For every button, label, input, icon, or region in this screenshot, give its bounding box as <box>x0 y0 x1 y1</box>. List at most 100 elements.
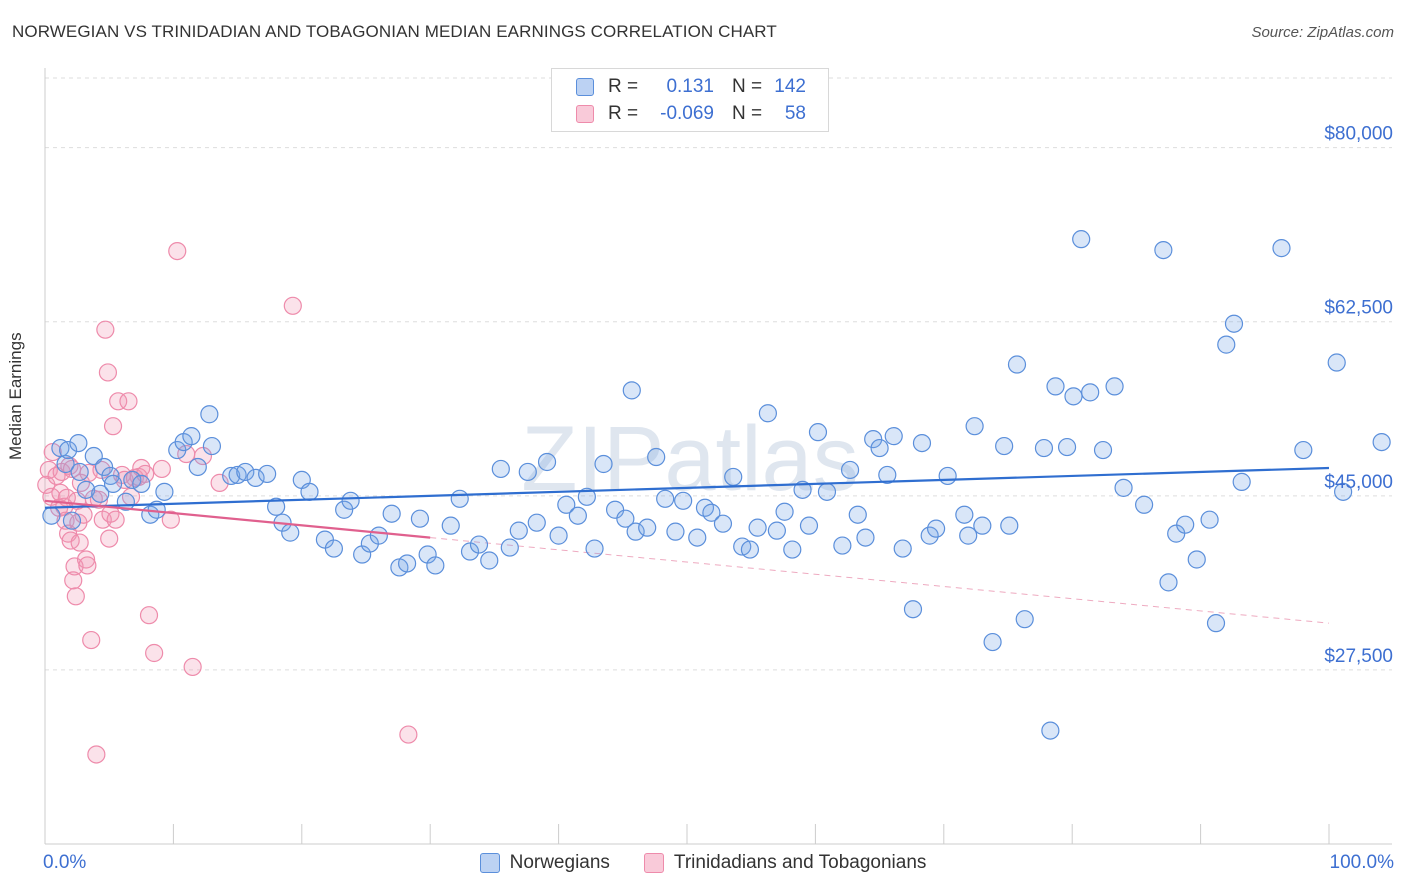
norwegian-point <box>965 417 984 436</box>
norwegian-point <box>1000 516 1019 535</box>
norwegian-point <box>1015 610 1034 629</box>
norwegian-point <box>42 506 61 525</box>
norwegian-point <box>76 480 96 499</box>
norwegian-point <box>870 438 889 458</box>
trinidadian-point <box>161 510 180 529</box>
trend-extensions <box>430 537 1330 624</box>
norwegian-point <box>793 480 812 499</box>
norwegian-point <box>537 452 557 472</box>
trinidadian-point <box>65 557 84 576</box>
norwegian-point <box>1187 550 1206 569</box>
norwegian-point <box>848 505 867 524</box>
norwegian-point <box>878 465 897 485</box>
norwegian-point <box>509 521 528 540</box>
x-tick-label-min: 0.0% <box>43 852 87 873</box>
norwegian-point <box>182 427 201 446</box>
norwegian-point <box>740 540 760 559</box>
norwegian-trend-line <box>44 466 1330 509</box>
norwegian-point <box>688 528 707 547</box>
norwegian-point <box>808 423 828 442</box>
norwegian-point <box>426 556 445 575</box>
norwegian-point <box>94 457 114 477</box>
trinidadian-point <box>210 473 229 492</box>
norwegian-point <box>410 509 430 528</box>
norwegian-point <box>959 526 978 545</box>
trinidadian-point <box>96 320 115 339</box>
trinidadian-trend-extension <box>430 537 1330 624</box>
trinidadian-point <box>66 587 85 606</box>
trinidadian-point <box>152 459 171 479</box>
trinidadian-point <box>61 531 80 550</box>
norwegian-point <box>491 459 510 479</box>
x-tick-label-max: 100.0% <box>1329 852 1394 873</box>
legend-swatch-pink <box>576 105 594 123</box>
norwegian-point <box>1232 472 1251 491</box>
norwegian-point <box>1114 478 1133 497</box>
norwegian-point <box>1206 614 1226 633</box>
gridlines <box>45 77 1392 671</box>
legend-n-value: 58 <box>784 103 806 124</box>
norwegian-point <box>267 497 286 516</box>
norwegian-point <box>91 484 110 503</box>
norwegian-point <box>341 491 360 510</box>
norwegian-point <box>123 470 142 490</box>
norwegian-point <box>995 436 1014 456</box>
norwegian-point <box>300 482 319 501</box>
trinidadian-point <box>100 529 119 548</box>
y-tick-label: $27,500 <box>1324 646 1393 667</box>
trinidadian-point <box>168 241 187 261</box>
norwegian-point <box>893 539 912 558</box>
norwegian-point <box>1224 314 1244 333</box>
norwegian-point <box>1057 437 1077 457</box>
norwegian-point <box>817 482 837 501</box>
norwegian-point <box>666 522 685 541</box>
norwegian-point <box>460 542 480 561</box>
norwegian-point <box>202 436 222 456</box>
norwegian-point <box>912 433 932 453</box>
norwegian-point <box>480 551 499 570</box>
norwegian-point <box>856 528 875 547</box>
norwegian-point <box>1327 353 1346 372</box>
norwegian-point <box>222 466 241 486</box>
norwegian-point <box>1081 383 1100 402</box>
norwegian-point <box>500 538 519 557</box>
norwegian-point <box>577 487 596 506</box>
norwegian-point <box>69 433 88 453</box>
norwegian-point <box>382 504 401 523</box>
norwegian-point <box>884 427 903 446</box>
norwegian-point <box>799 516 819 535</box>
y-tick-label: $80,000 <box>1324 124 1393 145</box>
norwegian-point <box>626 522 645 541</box>
norwegian-point <box>549 526 568 545</box>
norwegian-point <box>748 518 767 537</box>
series-legend: Norwegians Trinidadians and Tobagonians <box>0 852 1406 874</box>
norwegian-point <box>369 526 388 545</box>
trinidadian-trend-line <box>44 499 431 539</box>
norwegian-points <box>42 230 1391 740</box>
norwegian-point <box>246 468 265 488</box>
norwegian-point <box>1217 335 1236 354</box>
norwegian-point <box>281 523 300 542</box>
norwegian-point <box>864 430 883 449</box>
trinidadian-point <box>87 745 106 764</box>
y-tick-label: $45,000 <box>1324 472 1393 493</box>
trinidadian-point <box>183 657 202 677</box>
norwegian-point <box>188 457 207 477</box>
legend-n-value: 142 <box>774 76 806 97</box>
legend-r-value: -0.069 <box>660 103 714 124</box>
norwegian-point <box>557 495 576 514</box>
norwegian-point <box>938 466 957 486</box>
legend-item-trinidadians: Trinidadians and Tobagonians <box>643 852 927 874</box>
legend-r-label: R = <box>608 76 639 97</box>
norwegian-point <box>585 539 604 558</box>
trinidadian-point <box>399 725 418 744</box>
norwegian-point <box>724 467 743 487</box>
legend-label-trinidadians: Trinidadians and Tobagonians <box>673 852 927 873</box>
legend-r-value: 0.131 <box>666 76 714 97</box>
norwegian-point <box>783 540 802 559</box>
trend-lines <box>44 466 1330 539</box>
norwegian-point <box>926 519 946 538</box>
norwegian-point <box>674 491 693 510</box>
trinidadian-point <box>193 446 213 466</box>
y-tick-label: $62,500 <box>1324 298 1393 319</box>
